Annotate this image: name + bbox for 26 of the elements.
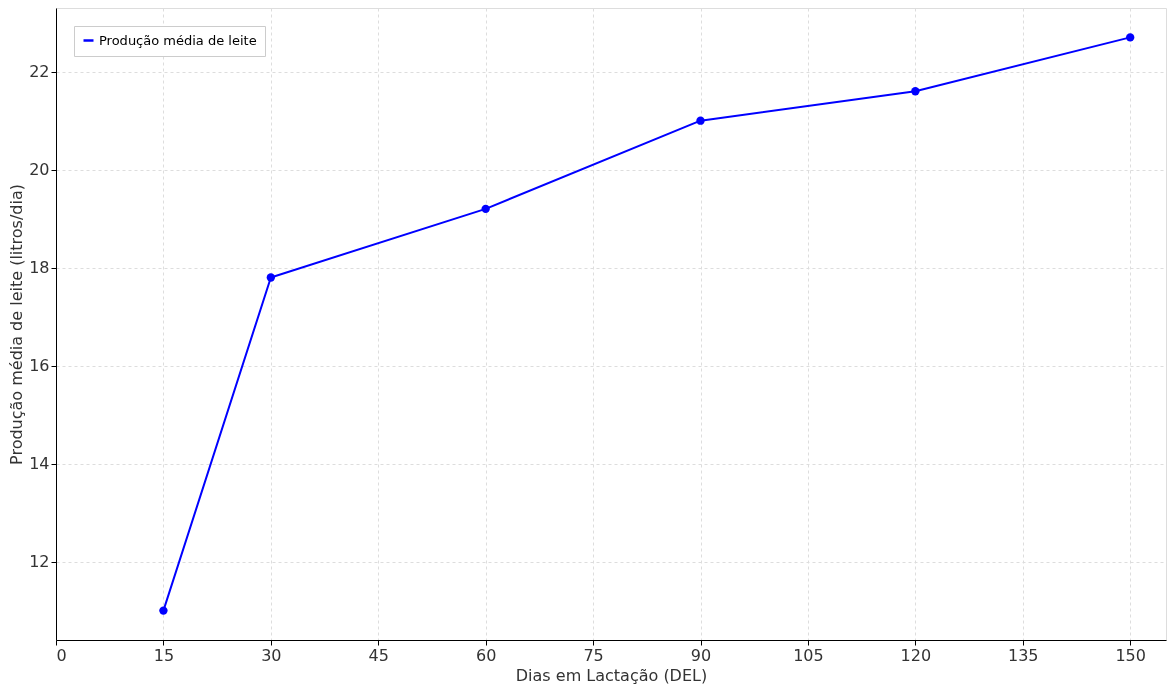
legend-label: Produção média de leite — [99, 32, 257, 48]
point — [696, 116, 705, 125]
y-axis-title: Produção média de leite (litros/dia) — [7, 184, 27, 465]
x-tick-label: 105 — [793, 645, 824, 665]
x-tick-label: 15 — [153, 645, 175, 665]
y-tick-label: 22 — [29, 62, 50, 82]
point — [266, 273, 276, 282]
x-tick-label: 120 — [900, 645, 932, 665]
y-tick-label: 14 — [29, 454, 50, 474]
point — [1126, 33, 1135, 42]
x-tick-label: 135 — [1008, 645, 1039, 665]
x-tick-label: 75 — [583, 645, 604, 665]
x-tick-label: 30 — [261, 645, 282, 665]
point — [159, 606, 168, 615]
x-tick-label: 45 — [368, 645, 389, 665]
point — [911, 87, 920, 96]
y-tick-label: 16 — [29, 356, 50, 376]
y-tick-label: 12 — [29, 552, 50, 572]
x-tick-label: 90 — [690, 645, 712, 665]
point — [481, 204, 490, 214]
y-tick-label: 20 — [29, 160, 50, 180]
y-tick-label: 18 — [29, 258, 50, 278]
x-tick-label: 60 — [476, 645, 497, 665]
x-axis-title: Dias em Lactação (DEL) — [515, 665, 708, 685]
x-tick-label: 0 — [56, 645, 67, 665]
x-tick-label: 150 — [1115, 645, 1146, 665]
